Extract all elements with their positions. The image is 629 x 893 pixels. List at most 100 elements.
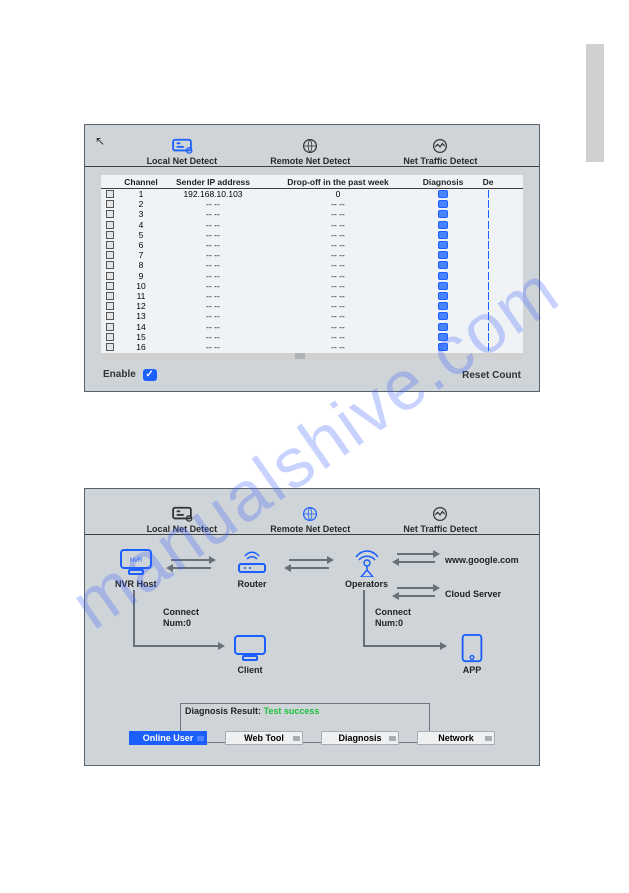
delete-icon[interactable] xyxy=(488,333,489,341)
client-node: Client xyxy=(233,633,267,675)
row-checkbox[interactable] xyxy=(106,292,114,300)
local-icon xyxy=(171,506,193,522)
diagnosis-icon[interactable] xyxy=(438,190,448,198)
diagnosis-icon[interactable] xyxy=(438,343,448,351)
tab-traffic[interactable]: Net Traffic Detect xyxy=(403,506,477,534)
diagnosis-icon[interactable] xyxy=(438,200,448,208)
delete-icon[interactable] xyxy=(488,251,489,259)
diagnosis-icon[interactable] xyxy=(438,231,448,239)
delete-icon[interactable] xyxy=(488,343,489,351)
diagnosis-icon[interactable] xyxy=(438,312,448,320)
globe-icon xyxy=(299,138,321,154)
cell-dropoff: -- -- xyxy=(263,230,413,240)
cell-ip: -- -- xyxy=(163,240,263,250)
row-checkbox[interactable] xyxy=(106,333,114,341)
tab-bar: Local Net Detect Remote Net Detect Net T… xyxy=(85,489,539,535)
row-checkbox[interactable] xyxy=(106,190,114,198)
row-checkbox[interactable] xyxy=(106,241,114,249)
network-button[interactable]: Network xyxy=(417,731,495,745)
diagnosis-button[interactable]: Diagnosis xyxy=(321,731,399,745)
row-checkbox[interactable] xyxy=(106,312,114,320)
table-row: 16-- ---- -- xyxy=(101,342,523,352)
table-row: 1192.168.10.1030 xyxy=(101,189,523,199)
operators-node: Operators xyxy=(345,547,388,589)
diagnosis-icon[interactable] xyxy=(438,323,448,331)
tab-label: Remote Net Detect xyxy=(270,156,350,166)
row-checkbox[interactable] xyxy=(106,231,114,239)
table-row: 13-- ---- -- xyxy=(101,311,523,321)
tab-label: Local Net Detect xyxy=(147,156,218,166)
row-checkbox[interactable] xyxy=(106,210,114,218)
online-user-button[interactable]: Online User xyxy=(129,731,207,745)
delete-icon[interactable] xyxy=(488,210,489,218)
delete-icon[interactable] xyxy=(488,323,489,331)
row-checkbox[interactable] xyxy=(106,272,114,280)
local-net-detect-panel: ↖ Local Net Detect Remote Net Detect Net… xyxy=(84,124,540,392)
row-checkbox[interactable] xyxy=(106,323,114,331)
enable-checkbox[interactable]: ✓ xyxy=(143,369,157,381)
row-checkbox[interactable] xyxy=(106,282,114,290)
delete-icon[interactable] xyxy=(488,261,489,269)
delete-icon[interactable] xyxy=(488,241,489,249)
row-checkbox[interactable] xyxy=(106,251,114,259)
delete-icon[interactable] xyxy=(488,302,489,310)
delete-icon[interactable] xyxy=(488,231,489,239)
cell-dropoff: -- -- xyxy=(263,220,413,230)
diagnosis-icon[interactable] xyxy=(438,241,448,249)
tab-traffic[interactable]: Net Traffic Detect xyxy=(403,138,477,166)
row-checkbox[interactable] xyxy=(106,200,114,208)
table-body: 1192.168.10.10302-- ---- --3-- ---- --4-… xyxy=(101,189,523,352)
delete-icon[interactable] xyxy=(488,190,489,198)
diagnosis-icon[interactable] xyxy=(438,333,448,341)
delete-icon[interactable] xyxy=(488,200,489,208)
diagnosis-icon[interactable] xyxy=(438,282,448,290)
connect-info: Connect Num:0 xyxy=(375,607,411,629)
local-icon xyxy=(171,138,193,154)
delete-icon[interactable] xyxy=(488,282,489,290)
cell-channel: 10 xyxy=(119,281,163,291)
col-del: De xyxy=(473,177,503,187)
node-label: Client xyxy=(237,665,262,675)
diagnosis-icon[interactable] xyxy=(438,251,448,259)
delete-icon[interactable] xyxy=(488,221,489,229)
tab-local[interactable]: Local Net Detect xyxy=(147,506,218,534)
cell-channel: 4 xyxy=(119,220,163,230)
cell-dropoff: -- -- xyxy=(263,342,413,352)
web-tool-button[interactable]: Web Tool xyxy=(225,731,303,745)
diagnosis-icon[interactable] xyxy=(438,210,448,218)
diagnosis-icon[interactable] xyxy=(438,261,448,269)
link-arrow xyxy=(133,645,219,647)
diagnosis-icon[interactable] xyxy=(438,302,448,310)
table-row: 4-- ---- -- xyxy=(101,220,523,230)
cell-dropoff: -- -- xyxy=(263,199,413,209)
traffic-icon xyxy=(429,138,451,154)
table-row: 8-- ---- -- xyxy=(101,260,523,270)
diag-value: Test success xyxy=(264,706,320,716)
delete-icon[interactable] xyxy=(488,272,489,280)
row-checkbox[interactable] xyxy=(106,302,114,310)
tab-remote[interactable]: Remote Net Detect xyxy=(270,138,350,166)
horizontal-scrollbar[interactable] xyxy=(101,353,523,359)
enable-toggle[interactable]: Enable ✓ xyxy=(103,369,157,381)
page-scrollbar-thumb[interactable] xyxy=(586,44,604,162)
cell-dropoff: -- -- xyxy=(263,322,413,332)
connect-label: Connect xyxy=(375,607,411,617)
reset-count-button[interactable]: Reset Count xyxy=(462,370,521,381)
diagnosis-icon[interactable] xyxy=(438,292,448,300)
cell-dropoff: -- -- xyxy=(263,311,413,321)
diagnosis-icon[interactable] xyxy=(438,221,448,229)
delete-icon[interactable] xyxy=(488,292,489,300)
row-checkbox[interactable] xyxy=(106,221,114,229)
antenna-icon xyxy=(350,547,384,577)
row-checkbox[interactable] xyxy=(106,261,114,269)
tab-remote[interactable]: Remote Net Detect xyxy=(270,506,350,534)
cell-dropoff: -- -- xyxy=(263,291,413,301)
router-node: Router xyxy=(235,547,269,589)
diagnosis-icon[interactable] xyxy=(438,272,448,280)
tab-local[interactable]: Local Net Detect xyxy=(147,138,218,166)
channel-table: Channel Sender IP address Drop-off in th… xyxy=(101,175,523,355)
row-checkbox[interactable] xyxy=(106,343,114,351)
cell-dropoff: -- -- xyxy=(263,260,413,270)
delete-icon[interactable] xyxy=(488,312,489,320)
cell-dropoff: -- -- xyxy=(263,332,413,342)
